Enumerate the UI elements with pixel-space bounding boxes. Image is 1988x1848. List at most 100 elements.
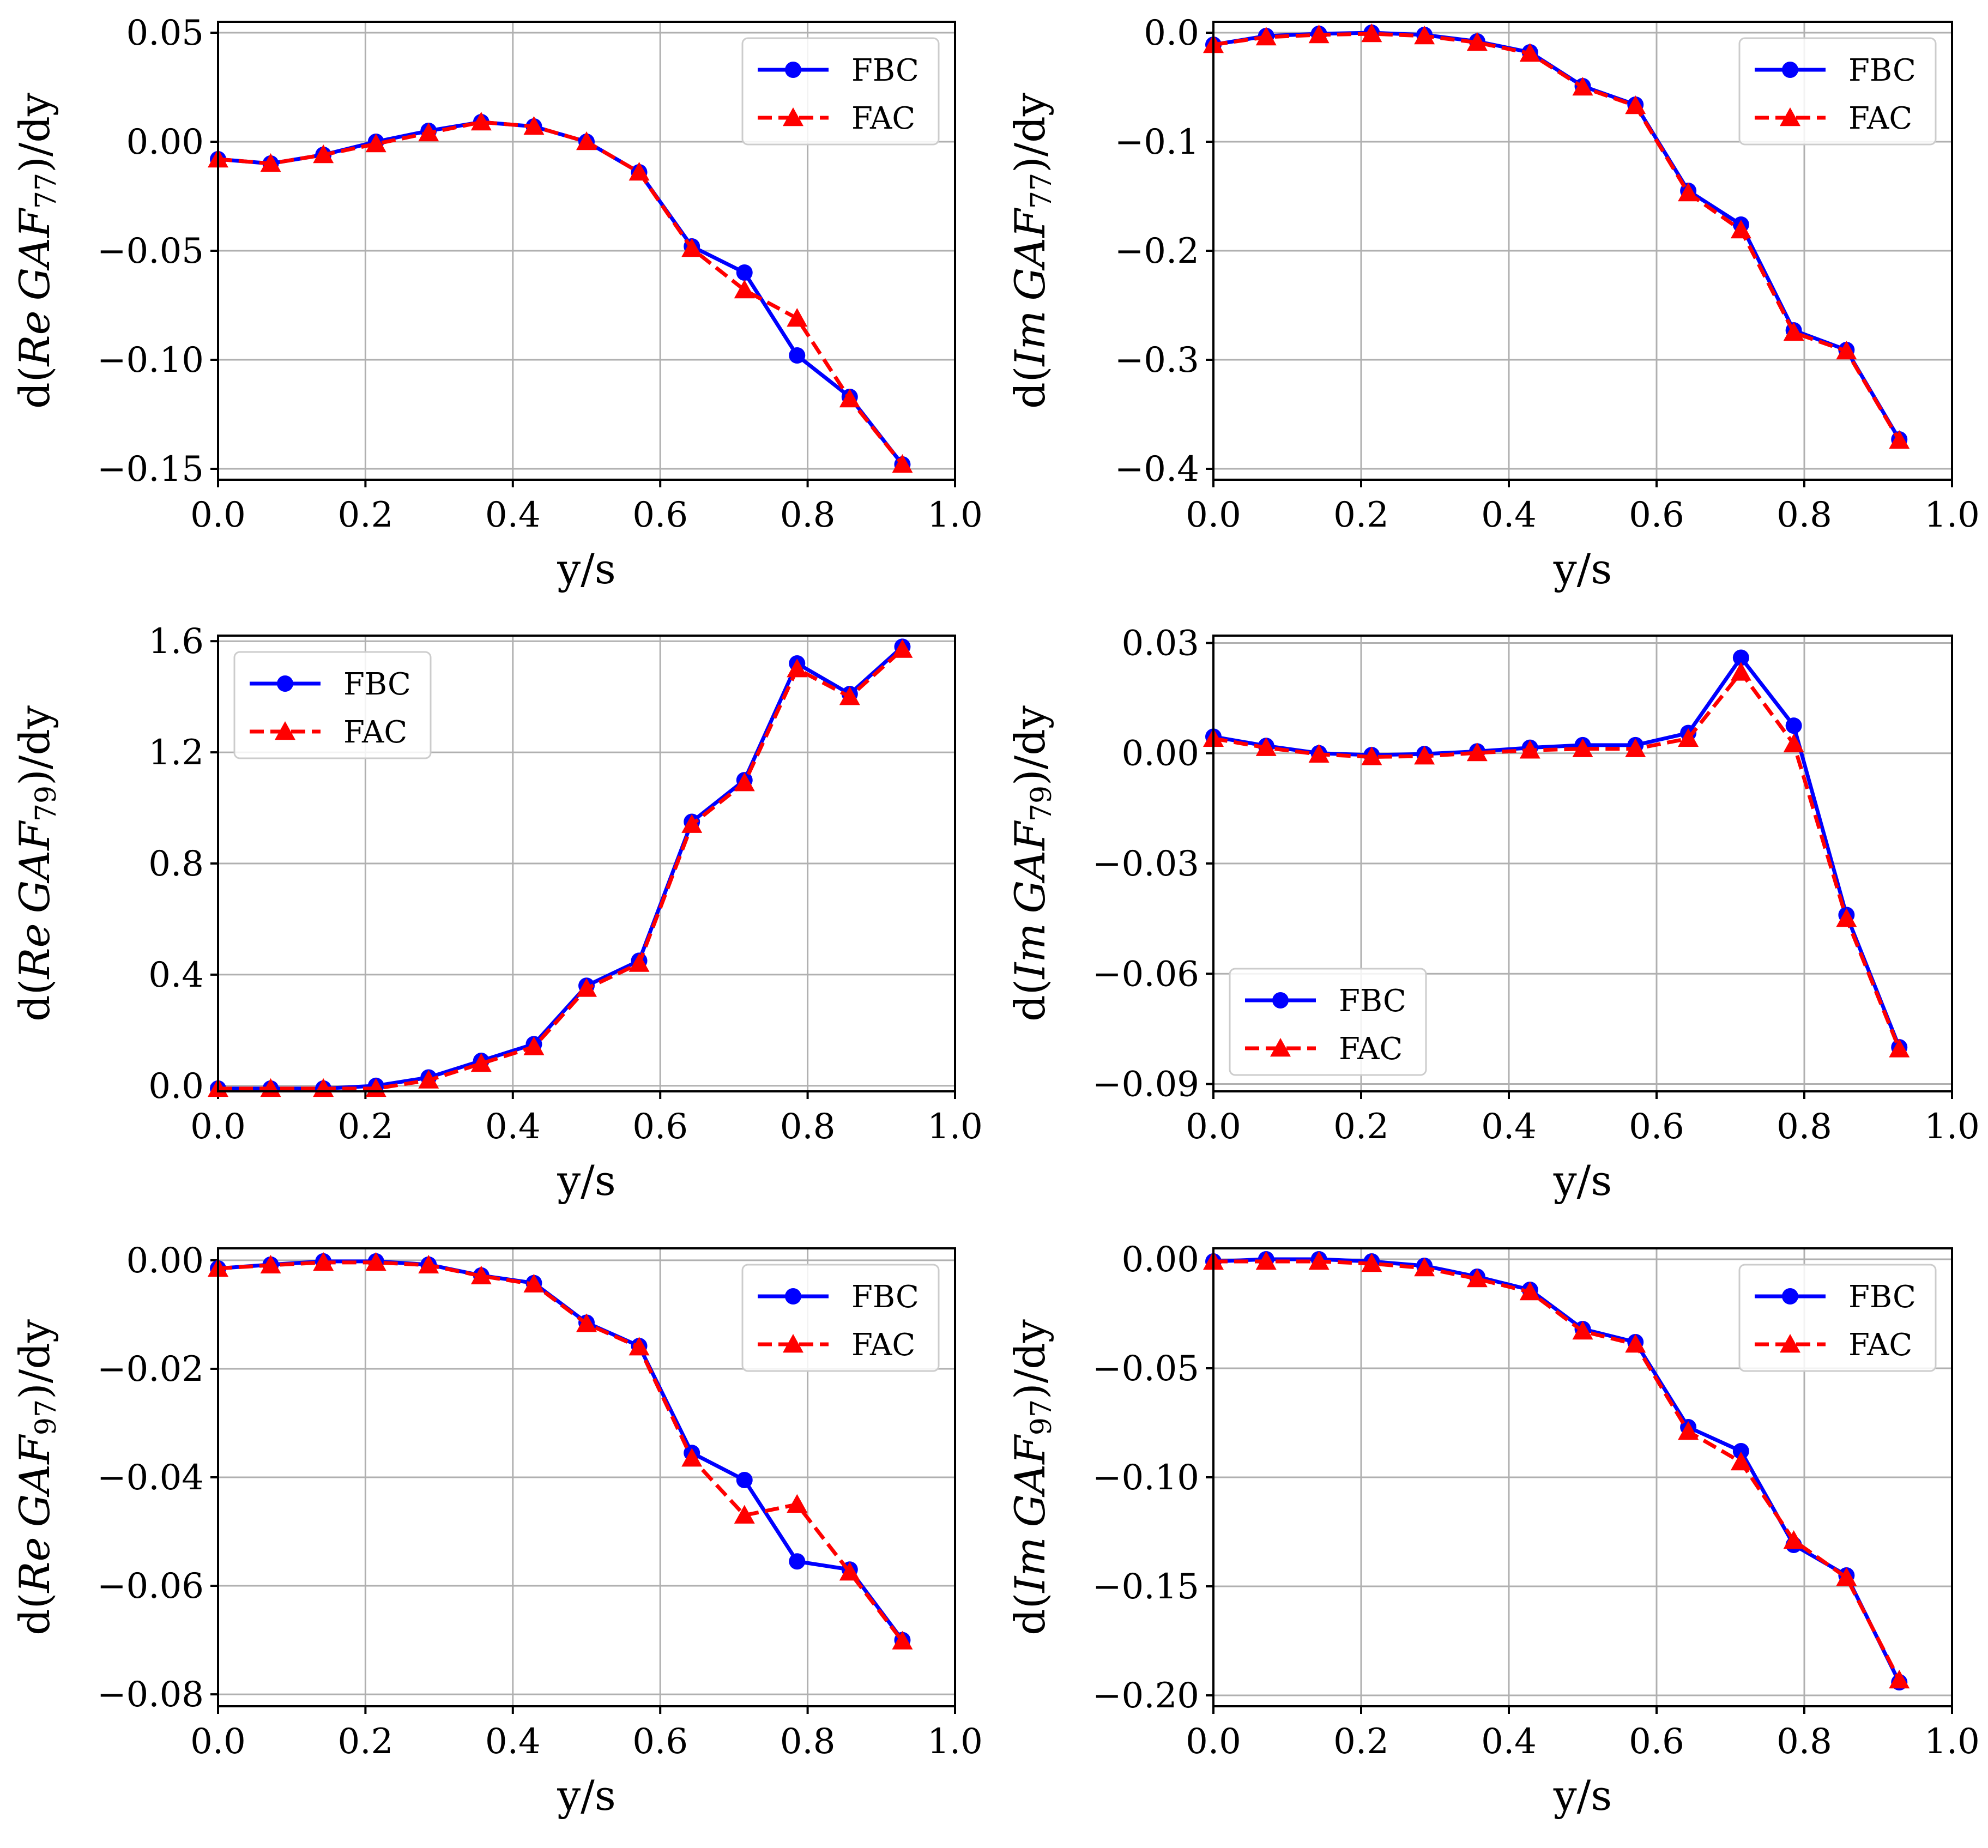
y-tick-label: −0.08	[97, 1675, 204, 1715]
y-tick-label: −0.03	[1092, 844, 1199, 884]
y-tick-label: −0.15	[1092, 1567, 1199, 1607]
data-point-fbc	[1786, 717, 1802, 734]
y-label-subscript: 79	[30, 786, 63, 822]
y-label-suffix: )/dy	[10, 705, 59, 786]
legend-label-fac: FAC	[1339, 1031, 1403, 1067]
legend-label-fbc: FBC	[1848, 53, 1916, 88]
y-label-subscript: 77	[1025, 173, 1058, 209]
x-tick-label: 0.6	[1629, 1107, 1684, 1147]
x-tick-label: 0.8	[1776, 495, 1832, 535]
x-tick-label: 0.8	[1776, 1107, 1832, 1147]
data-point-fbc	[789, 1553, 805, 1569]
y-tick-label: −0.09	[1092, 1065, 1199, 1105]
x-tick-label: 0.8	[780, 495, 836, 535]
data-point-fbc	[789, 347, 805, 364]
legend-marker-fbc	[1272, 992, 1289, 1008]
y-label-gaf: GAF	[1006, 208, 1054, 301]
y-tick-label: −0.2	[1115, 231, 1199, 271]
x-tick-label: 0.6	[632, 1722, 688, 1762]
y-label-suffix: )/dy	[10, 1319, 59, 1399]
y-label-suffix: )/dy	[1006, 1319, 1054, 1399]
x-tick-label: 0.6	[632, 495, 688, 535]
y-label-gaf: GAF	[1006, 1434, 1054, 1527]
x-tick-label: 0.4	[485, 1722, 541, 1762]
y-label-subscript: 77	[30, 173, 63, 209]
y-tick-label: 0.8	[148, 844, 204, 884]
y-tick-label: 0.0	[148, 1066, 204, 1107]
x-tick-label: 1.0	[1924, 495, 1980, 535]
x-tick-label: 0.4	[1481, 495, 1537, 535]
y-tick-label: 0.4	[148, 955, 204, 995]
figure-background	[0, 0, 1988, 1848]
y-label-gaf: GAF	[10, 820, 59, 914]
x-axis-label: y/s	[557, 1771, 616, 1820]
y-tick-label: −0.4	[1115, 449, 1199, 490]
y-tick-label: 0.00	[126, 122, 204, 162]
y-tick-label: −0.05	[97, 231, 204, 271]
y-axis-label: d(ReGAF79)/dy	[10, 705, 63, 1022]
x-axis-label: y/s	[1553, 545, 1612, 593]
legend-label-fac: FAC	[851, 1327, 915, 1363]
legend: FBC FAC	[1739, 38, 1936, 144]
x-axis-label: y/s	[557, 545, 616, 593]
y-label-suffix: )/dy	[10, 93, 59, 173]
y-label-subscript: 79	[1025, 786, 1058, 822]
x-tick-label: 0.2	[338, 1107, 394, 1147]
legend-label-fac: FAC	[1848, 1327, 1912, 1363]
x-tick-label: 0.6	[1629, 495, 1684, 535]
x-tick-label: 0.2	[1333, 1722, 1389, 1762]
y-axis-label: d(ImGAF77)/dy	[1006, 93, 1058, 409]
legend-label-fbc: FBC	[1339, 983, 1406, 1019]
x-tick-label: 0.2	[338, 1722, 394, 1762]
y-tick-label: −0.20	[1092, 1676, 1199, 1716]
y-label-gaf: GAF	[1006, 820, 1054, 914]
y-tick-label: 0.03	[1122, 623, 1200, 663]
x-axis-label: y/s	[557, 1156, 616, 1205]
legend-label-fac: FAC	[343, 715, 407, 750]
legend-label-fbc: FBC	[851, 53, 919, 88]
legend: FBC FAC	[1230, 969, 1426, 1075]
y-label-part: Re	[10, 923, 59, 980]
y-tick-label: −0.1	[1115, 122, 1199, 162]
x-tick-label: 1.0	[927, 1107, 983, 1147]
y-tick-label: −0.06	[97, 1566, 204, 1607]
y-label-subscript: 97	[30, 1399, 63, 1435]
legend-marker-fbc	[277, 675, 293, 692]
y-label-part: Im	[1006, 310, 1054, 367]
y-tick-label: −0.05	[1092, 1349, 1199, 1389]
x-tick-label: 0.8	[1776, 1722, 1832, 1762]
y-label-part: Im	[1006, 1537, 1054, 1593]
data-point-fbc	[736, 1472, 753, 1488]
x-axis-label: y/s	[1553, 1771, 1612, 1820]
x-axis-label: y/s	[1553, 1156, 1612, 1205]
x-tick-label: 0.4	[485, 495, 541, 535]
y-label-prefix: d(	[1006, 1593, 1054, 1635]
y-label-gaf: GAF	[10, 1434, 59, 1527]
legend: FBC FAC	[742, 38, 939, 144]
legend: FBC FAC	[1739, 1265, 1936, 1371]
y-label-prefix: d(	[1006, 979, 1054, 1022]
x-tick-label: 0.0	[1186, 1107, 1241, 1147]
y-axis-label: d(Re GAF77)/dy	[10, 93, 63, 409]
x-tick-label: 0.0	[1186, 1722, 1241, 1762]
y-tick-label: 0.05	[126, 13, 204, 53]
y-label-prefix: d(	[10, 1593, 59, 1635]
y-tick-label: −0.15	[97, 449, 204, 490]
x-tick-label: 0.0	[190, 495, 246, 535]
y-tick-label: −0.04	[97, 1458, 204, 1498]
legend-label-fbc: FBC	[1848, 1279, 1916, 1315]
legend-marker-fbc	[785, 1288, 801, 1305]
legend-marker-fbc	[1782, 62, 1798, 78]
x-tick-label: 1.0	[927, 1722, 983, 1762]
y-axis-label: d(Im GAF97)/dy	[1006, 1319, 1058, 1635]
legend: FBC FAC	[742, 1265, 939, 1371]
legend-marker-fbc	[1782, 1288, 1798, 1305]
y-axis-label: d(Im GAF79)/dy	[1006, 705, 1058, 1022]
x-tick-label: 0.4	[1481, 1107, 1537, 1147]
y-tick-label: −0.10	[97, 340, 204, 381]
y-tick-label: 1.6	[148, 621, 204, 662]
y-label-prefix: d(	[1006, 366, 1054, 409]
legend-label-fac: FAC	[851, 101, 915, 136]
x-tick-label: 0.8	[780, 1722, 836, 1762]
y-label-gaf: GAF	[10, 208, 59, 301]
